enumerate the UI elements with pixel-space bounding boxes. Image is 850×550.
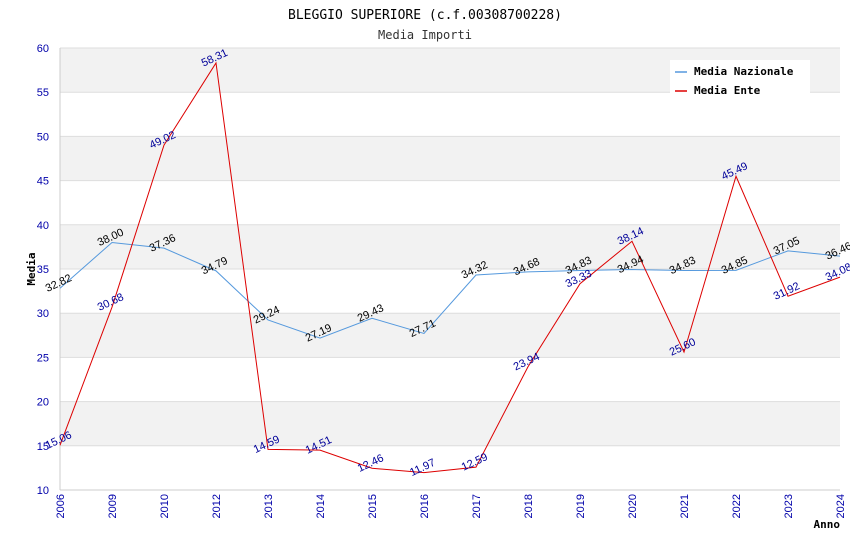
x-tick-label: 2018 xyxy=(523,494,535,518)
legend: Media Nazionale Media Ente xyxy=(670,60,810,98)
x-tick-label: 2019 xyxy=(575,494,587,518)
y-tick-label: 20 xyxy=(37,397,49,409)
y-tick-label: 50 xyxy=(37,131,49,143)
y-tick-label: 10 xyxy=(37,485,49,497)
x-tick-label: 2021 xyxy=(679,494,691,518)
background-band xyxy=(60,445,840,490)
background-band xyxy=(60,357,840,402)
background-band xyxy=(60,269,840,314)
background-band xyxy=(60,92,840,137)
x-tick-label: 2015 xyxy=(367,494,379,518)
x-tick-label: 2022 xyxy=(731,494,743,518)
x-tick-label: 2006 xyxy=(55,494,67,518)
y-tick-label: 55 xyxy=(37,87,49,99)
y-tick-label: 30 xyxy=(37,308,49,320)
x-tick-label: 2016 xyxy=(419,494,431,518)
y-tick-label: 60 xyxy=(37,43,49,55)
series-lines xyxy=(59,61,841,474)
x-tick-label: 2023 xyxy=(783,494,795,518)
x-tick-label: 2013 xyxy=(263,494,275,518)
chart-title: BLEGGIO SUPERIORE (c.f.00308700228) xyxy=(288,8,562,23)
x-tick-label: 2012 xyxy=(211,494,223,518)
background-band xyxy=(60,136,840,181)
background-band xyxy=(60,313,840,358)
series-line-media-ente xyxy=(59,61,841,474)
x-axis-label: Anno xyxy=(814,518,841,531)
y-axis-label: Media xyxy=(25,252,38,285)
x-tick-labels: 2006 2009 2010 2012 2013 2014 2015 2016 2017 2018… xyxy=(55,494,847,518)
y-tick-label: 35 xyxy=(37,264,49,276)
y-tick-label: 25 xyxy=(37,352,49,364)
y-tick-label: 45 xyxy=(37,176,49,188)
plot-background xyxy=(60,48,840,490)
chart-subtitle: Media Importi xyxy=(378,28,472,42)
y-tick-label: 40 xyxy=(37,220,49,232)
legend-label-media-ente: Media Ente xyxy=(694,84,761,97)
background-band xyxy=(60,224,840,269)
x-tick-label: 2020 xyxy=(627,494,639,518)
x-tick-label: 2024 xyxy=(835,494,847,518)
background-band xyxy=(60,180,840,225)
x-tick-label: 2009 xyxy=(107,494,119,518)
x-tick-label: 2017 xyxy=(471,494,483,518)
background-band xyxy=(60,401,840,446)
series-line-media-nazionale xyxy=(59,241,841,339)
legend-box xyxy=(670,60,810,98)
y-tick-label: 15 xyxy=(37,441,49,453)
legend-label-media-nazionale: Media Nazionale xyxy=(694,65,794,78)
x-tick-label: 2010 xyxy=(159,494,171,518)
x-tick-label: 2014 xyxy=(315,494,327,518)
y-tick-labels: 10 15 20 25 30 35 40 45 50 55 60 xyxy=(37,43,49,497)
